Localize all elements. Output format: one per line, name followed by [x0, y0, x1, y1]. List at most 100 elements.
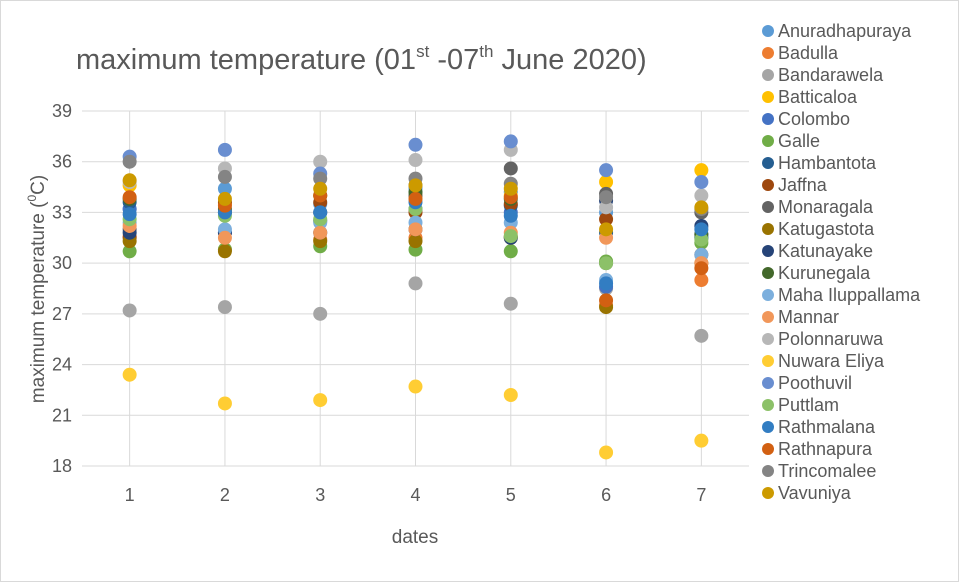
y-tick-label: 18 — [52, 456, 72, 476]
legend-label-anuradhapuraya: Anuradhapuraya — [778, 21, 912, 41]
point-rathnapura — [408, 191, 423, 206]
point-polonnaruwa — [599, 200, 614, 215]
point-rathmalana — [599, 276, 614, 291]
legend-marker-anuradhapuraya — [762, 25, 774, 37]
x-tick-label: 5 — [506, 485, 516, 505]
point-rathnapura — [694, 261, 709, 276]
legend-marker-rathnapura — [762, 443, 774, 455]
point-bandarawela — [122, 303, 137, 318]
point-katugastota — [408, 234, 423, 249]
point-trincomalee — [313, 171, 328, 186]
point-polonnaruwa — [694, 188, 709, 203]
legend-marker-monaragala — [762, 201, 774, 213]
legend-marker-nuwara-eliya — [762, 355, 774, 367]
y-axis-title-prefix: maximum temperature ( — [28, 201, 49, 403]
point-poothuvil — [217, 142, 232, 157]
point-poothuvil — [599, 163, 614, 178]
point-puttlam — [503, 229, 518, 244]
legend-label-jaffna: Jaffna — [778, 175, 828, 195]
point-poothuvil — [503, 134, 518, 149]
data-points — [122, 134, 709, 460]
legend-marker-colombo — [762, 113, 774, 125]
legend-label-kurunegala: Kurunegala — [778, 263, 871, 283]
point-nuwara-eliya — [503, 388, 518, 402]
legend-marker-rathmalana — [762, 421, 774, 433]
point-rathmalana — [122, 207, 137, 222]
legend-marker-kurunegala — [762, 267, 774, 279]
point-puttlam — [694, 232, 709, 247]
legend-marker-bandarawela — [762, 69, 774, 81]
legend-marker-trincomalee — [762, 465, 774, 477]
legend-label-vavuniya: Vavuniya — [778, 483, 852, 503]
x-tick-label: 4 — [410, 485, 420, 505]
point-rathmalana — [503, 208, 518, 223]
legend-marker-katunayake — [762, 245, 774, 257]
point-vavuniya — [408, 178, 423, 193]
point-poothuvil — [694, 175, 709, 189]
point-anuradhapuraya — [217, 181, 232, 196]
point-mannar — [408, 222, 423, 237]
x-axis-title: dates — [392, 527, 438, 548]
legend-marker-polonnaruwa — [762, 333, 774, 345]
point-nuwara-eliya — [122, 367, 137, 382]
chart-title-sup-2: th — [479, 42, 493, 61]
point-vavuniya — [217, 191, 232, 206]
point-batticaloa — [694, 163, 709, 178]
point-nuwara-eliya — [599, 445, 614, 460]
legend-label-rathnapura: Rathnapura — [778, 439, 873, 459]
point-nuwara-eliya — [408, 379, 423, 394]
x-tick-label: 2 — [220, 485, 230, 505]
y-tick-label: 30 — [52, 253, 72, 273]
legend-marker-vavuniya — [762, 487, 774, 499]
legend-label-poothuvil: Poothuvil — [778, 373, 852, 393]
point-bandarawela — [313, 306, 328, 321]
point-polonnaruwa — [313, 154, 328, 169]
legend-label-bandarawela: Bandarawela — [778, 65, 884, 85]
point-bandarawela — [694, 328, 709, 343]
y-tick-label: 36 — [52, 152, 72, 172]
legend-marker-jaffna — [762, 179, 774, 191]
legend-marker-mannar — [762, 311, 774, 323]
point-trincomalee — [217, 169, 232, 184]
point-monaragala — [503, 161, 518, 176]
point-jaffna — [599, 212, 614, 227]
point-katugastota — [217, 244, 232, 259]
y-tick-label: 27 — [52, 304, 72, 324]
point-badulla — [694, 273, 709, 288]
legend-marker-maha-iluppallama — [762, 289, 774, 301]
chart-title-sup-1: st — [416, 42, 430, 61]
point-nuwara-eliya — [217, 396, 232, 411]
point-bandarawela — [503, 296, 518, 311]
point-poothuvil — [408, 137, 423, 152]
y-axis-title: maximum temperature (0C) — [25, 175, 49, 403]
legend-marker-galle — [762, 135, 774, 147]
point-rathnapura — [122, 190, 137, 205]
legend-label-polonnaruwa: Polonnaruwa — [778, 329, 884, 349]
point-bandarawela — [217, 300, 232, 315]
legend-label-badulla: Badulla — [778, 43, 839, 63]
point-vavuniya — [122, 173, 137, 188]
legend-marker-poothuvil — [762, 377, 774, 389]
legend-marker-badulla — [762, 47, 774, 59]
point-rathnapura — [599, 293, 614, 308]
chart-title: maximum temperature (01st -07th June 202… — [76, 42, 647, 76]
y-tick-label: 33 — [52, 202, 72, 222]
y-axis-title-suffix: C) — [28, 175, 49, 195]
y-tick-label: 21 — [52, 405, 72, 425]
legend-label-katugastota: Katugastota — [778, 219, 875, 239]
chart-title-suffix: June 2020) — [493, 44, 646, 76]
legend-label-mannar: Mannar — [778, 307, 839, 327]
chart-title-prefix: maximum temperature (01 — [76, 44, 416, 76]
point-nuwara-eliya — [313, 393, 328, 408]
legend-label-monaragala: Monaragala — [778, 197, 874, 217]
x-tick-label: 6 — [601, 485, 611, 505]
point-galle — [122, 244, 137, 259]
point-batticaloa — [599, 175, 614, 189]
point-polonnaruwa — [408, 153, 423, 168]
point-vavuniya — [694, 200, 709, 215]
point-vavuniya — [599, 222, 614, 237]
legend-label-nuwara-eliya: Nuwara Eliya — [778, 351, 885, 371]
legend-label-galle: Galle — [778, 131, 820, 151]
